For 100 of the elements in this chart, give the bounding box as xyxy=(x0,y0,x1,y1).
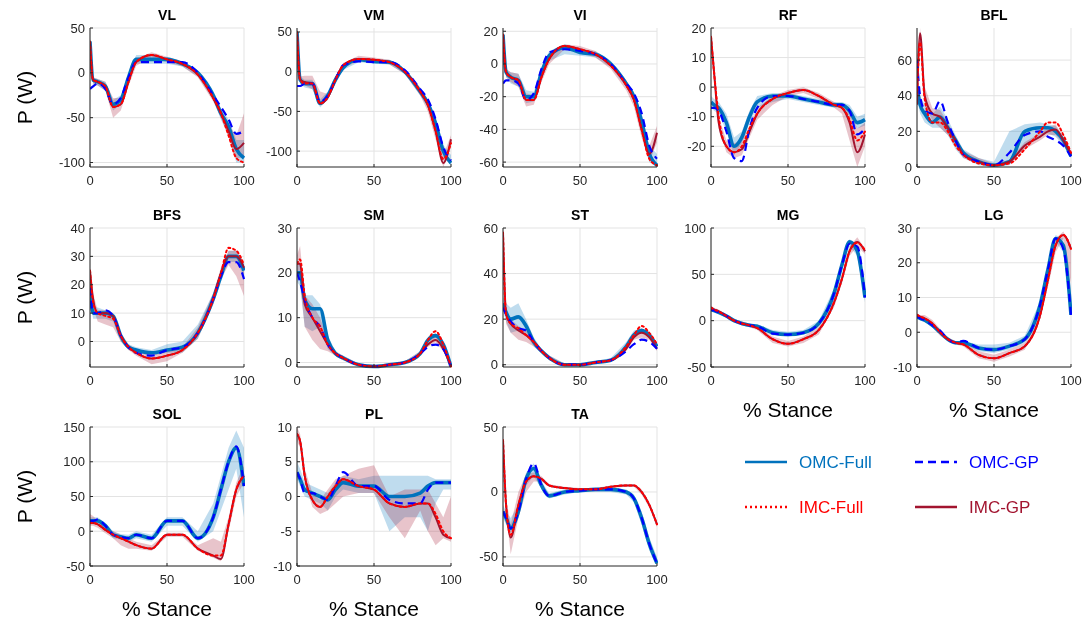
x-tick-label: 100 xyxy=(233,173,255,188)
y-tick-label: 0 xyxy=(490,56,498,72)
y-tick-label: 40 xyxy=(897,88,912,104)
x-tick-label: 100 xyxy=(1060,373,1082,388)
y-tick-label: 20 xyxy=(277,265,292,281)
y-tick-label: 0 xyxy=(284,489,292,504)
x-tick-label: 100 xyxy=(646,173,668,188)
y-tick-label: -10 xyxy=(893,359,912,375)
y-tick-label: 10 xyxy=(70,305,85,321)
x-tick-label: 50 xyxy=(159,173,175,188)
legend-label: OMC-Full xyxy=(799,453,872,472)
chart-title: VM xyxy=(363,7,385,23)
y-tick-label: 50 xyxy=(70,20,85,36)
x-axis-title: % Stance xyxy=(949,398,1039,421)
x-tick-label: 50 xyxy=(366,173,382,188)
y-tick-label: 150 xyxy=(63,419,85,435)
y-tick-label: 0 xyxy=(77,65,85,81)
y-tick-label: -50 xyxy=(273,103,292,119)
y-axis-title: P (W) xyxy=(13,270,36,325)
x-tick-label: 50 xyxy=(366,572,382,587)
y-tick-label: 20 xyxy=(691,20,706,36)
x-tick-label: 50 xyxy=(986,173,1002,188)
y-tick-label: 10 xyxy=(277,419,292,435)
y-tick-label: 30 xyxy=(897,220,912,236)
chart-title: TA xyxy=(571,406,589,422)
y-tick-label: -5 xyxy=(280,523,292,539)
y-tick-label: -50 xyxy=(687,359,706,375)
y-tick-label: 0 xyxy=(698,313,706,329)
y-tick-label: 40 xyxy=(483,266,498,282)
x-tick-label: 100 xyxy=(854,373,876,388)
y-tick-label: 20 xyxy=(897,255,912,271)
chart-title: BFL xyxy=(980,7,1009,23)
y-tick-label: 20 xyxy=(70,277,85,293)
legend-label: IMC-GP xyxy=(969,498,1031,517)
x-tick-label: 100 xyxy=(646,373,668,388)
y-tick-label: -10 xyxy=(687,109,706,125)
y-tick-label: 40 xyxy=(70,220,85,236)
y-tick-label: 0 xyxy=(904,159,912,175)
y-tick-label: 20 xyxy=(483,311,498,327)
y-tick-label: -40 xyxy=(479,121,498,137)
y-tick-label: 5 xyxy=(284,454,292,470)
y-tick-label: 50 xyxy=(277,24,292,40)
y-tick-label: 10 xyxy=(691,50,706,66)
x-tick-label: 50 xyxy=(572,173,588,188)
x-tick-label: 50 xyxy=(572,572,588,587)
y-tick-label: 0 xyxy=(698,79,706,95)
x-tick-label: 50 xyxy=(780,173,796,188)
y-tick-label: 0 xyxy=(284,355,292,371)
x-tick-label: 50 xyxy=(366,373,382,388)
x-axis-title: % Stance xyxy=(122,597,212,620)
x-tick-label: 50 xyxy=(159,572,175,587)
x-tick-label: 50 xyxy=(780,373,796,388)
y-tick-label: -20 xyxy=(479,89,498,105)
legend-label: IMC-Full xyxy=(799,498,864,517)
x-tick-label: 100 xyxy=(1060,173,1082,188)
y-axis-title: P (W) xyxy=(13,469,36,524)
x-tick-label: 50 xyxy=(572,373,588,388)
x-tick-label: 100 xyxy=(854,173,876,188)
y-tick-label: 0 xyxy=(284,64,292,80)
legend-label: OMC-GP xyxy=(969,453,1039,472)
chart-title: SM xyxy=(363,207,385,223)
y-tick-label: -50 xyxy=(479,549,498,565)
y-tick-label: 60 xyxy=(897,52,912,68)
chart-title: LG xyxy=(984,207,1004,223)
y-tick-label: -60 xyxy=(479,154,498,170)
y-tick-label: -10 xyxy=(273,558,292,574)
x-tick-label: 100 xyxy=(233,572,255,587)
y-tick-label: 0 xyxy=(490,357,498,373)
y-tick-label: 50 xyxy=(70,489,85,504)
chart-title: MG xyxy=(776,207,800,223)
x-axis-title: % Stance xyxy=(329,597,419,620)
x-axis-title: % Stance xyxy=(743,398,833,421)
y-tick-label: 0 xyxy=(77,523,85,539)
y-tick-label: 100 xyxy=(684,220,706,236)
x-axis-title: % Stance xyxy=(535,597,625,620)
x-tick-label: 100 xyxy=(646,572,668,587)
y-tick-label: 30 xyxy=(277,220,292,236)
y-tick-label: 30 xyxy=(70,248,85,264)
x-tick-label: 50 xyxy=(986,373,1002,388)
y-tick-label: 50 xyxy=(483,419,498,435)
y-tick-label: -20 xyxy=(687,138,706,154)
chart-title: PL xyxy=(365,406,384,422)
chart-title: VL xyxy=(158,7,177,23)
y-tick-label: 20 xyxy=(897,123,912,139)
y-tick-label: -50 xyxy=(66,110,85,126)
y-tick-label: 60 xyxy=(483,220,498,236)
y-tick-label: 0 xyxy=(77,333,85,349)
x-tick-label: 100 xyxy=(440,373,462,388)
y-tick-label: 50 xyxy=(691,266,706,282)
y-tick-label: 10 xyxy=(277,310,292,326)
x-tick-label: 100 xyxy=(440,572,462,587)
chart-title: RF xyxy=(778,7,798,23)
y-tick-label: 10 xyxy=(897,290,912,305)
x-tick-label: 100 xyxy=(233,373,255,388)
y-axis-title: P (W) xyxy=(13,70,36,125)
chart-title: ST xyxy=(571,207,590,223)
y-tick-label: 20 xyxy=(483,23,498,39)
x-tick-label: 50 xyxy=(159,373,175,388)
chart-title: BFS xyxy=(153,207,181,223)
y-tick-label: 100 xyxy=(63,454,85,470)
